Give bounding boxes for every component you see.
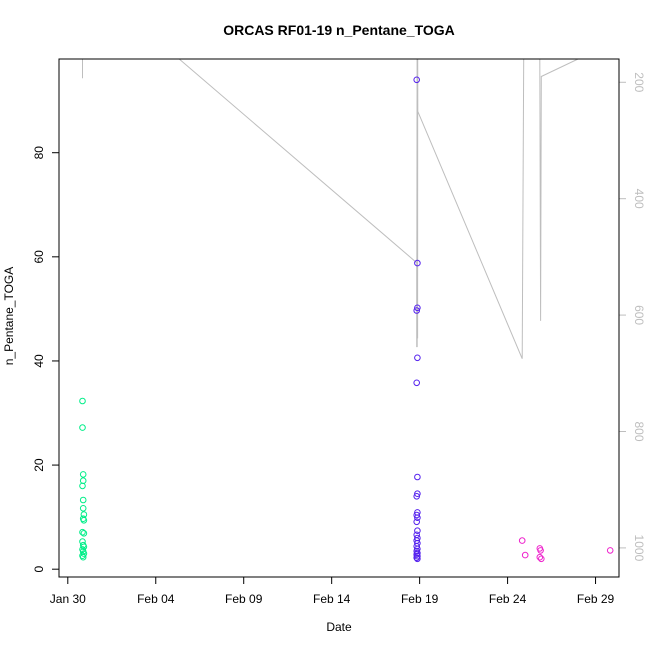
y-axis-label: n_Pentane_TOGA [2,267,16,366]
data-point-series-2 [414,259,421,267]
data-point-series-3 [521,551,529,559]
y-tick-label: 0 [32,566,46,573]
data-point-series-1 [79,496,87,504]
data-point-series-2 [413,518,421,526]
y2-tick-label: 400 [632,189,646,209]
x-axis-label: Date [326,620,352,634]
x-tick-label: Feb 04 [137,592,175,606]
data-point-series-1 [79,471,87,478]
data-point-series-1 [80,530,88,537]
x-tick-label: Feb 24 [489,592,527,606]
chart-title: ORCAS RF01-19 n_Pentane_TOGA [223,22,455,38]
data-point-series-2 [414,514,421,522]
data-point-series-3 [537,547,544,554]
data-point-series-2 [413,307,421,314]
plot-frame [58,58,620,578]
data-point-series-2 [414,304,421,312]
data-point-series-3 [538,555,545,563]
y2-tick-label: 600 [632,305,646,325]
x-tick-label: Feb 29 [577,592,615,606]
data-point-series-2 [414,555,421,563]
data-point-series-2 [414,354,421,362]
y2-tick-label: 800 [632,421,646,441]
data-point-series-2 [413,554,421,562]
data-point-series-1 [80,517,88,524]
data-point-series-2 [413,543,421,550]
data-point-series-2 [414,490,421,498]
data-point-series-2 [413,379,421,387]
y2-tick-label: 200 [632,72,646,92]
data-point-series-3 [536,553,544,561]
data-point-series-2 [414,527,421,535]
data-point-series-1 [79,553,87,561]
data-point-series-2 [413,511,421,519]
data-points-layer [79,76,614,563]
y-tick-label: 80 [32,146,46,160]
y2-tick-label: 1000 [632,535,646,562]
y-tick-label: 60 [32,250,46,264]
data-point-series-1 [79,482,86,490]
data-point-series-1 [79,397,86,405]
x-tick-label: Jan 30 [50,592,86,606]
data-point-series-3 [518,537,526,544]
x-tick-label: Feb 09 [225,592,263,606]
x-tick-label: Feb 14 [313,592,351,606]
y-tick-label: 20 [32,458,46,472]
data-point-series-1 [79,505,87,512]
data-point-series-1 [79,528,86,536]
y-tick-label: 40 [32,354,46,368]
data-point-series-2 [413,76,421,84]
data-point-series-2 [414,473,421,481]
data-point-series-1 [79,424,86,431]
data-point-series-2 [413,493,421,500]
x-tick-label: Feb 19 [401,592,439,606]
data-point-series-3 [606,547,614,554]
